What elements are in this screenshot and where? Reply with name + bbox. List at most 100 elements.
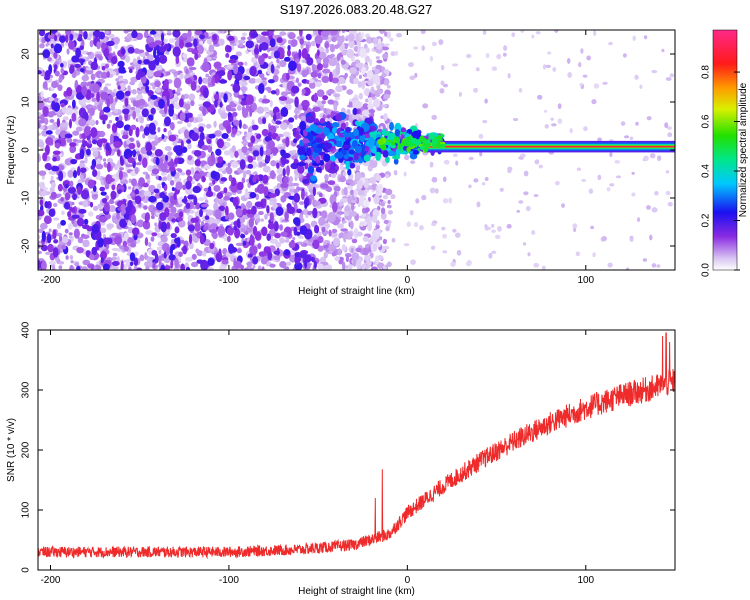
noise-speckle xyxy=(38,250,42,255)
noise-speckle xyxy=(157,241,164,247)
noise-speckle xyxy=(261,77,267,81)
noise-speckle xyxy=(52,217,60,221)
noise-blob xyxy=(116,149,121,157)
noise-blob xyxy=(332,237,341,247)
noise-blob xyxy=(323,244,329,249)
noise-speckle xyxy=(496,53,502,60)
noise-speckle xyxy=(126,33,133,41)
noise-speckle xyxy=(217,199,226,203)
noise-blob xyxy=(148,122,156,134)
noise-blob xyxy=(213,93,220,100)
noise-blob xyxy=(159,192,166,199)
noise-speckle xyxy=(235,242,244,247)
noise-speckle xyxy=(198,197,205,202)
noise-blob xyxy=(323,107,328,114)
noise-speckle xyxy=(275,88,280,96)
noise-blob xyxy=(48,208,56,218)
noise-speckle xyxy=(90,147,98,152)
noise-speckle xyxy=(442,250,448,254)
snr-y-tick-label: 300 xyxy=(21,381,32,398)
noise-blob xyxy=(353,188,358,198)
noise-blob xyxy=(199,235,205,245)
signal-blob xyxy=(386,141,392,146)
noise-blob xyxy=(312,186,316,197)
noise-speckle xyxy=(280,91,289,97)
noise-speckle xyxy=(381,46,390,51)
noise-speckle xyxy=(159,109,166,115)
noise-speckle xyxy=(337,248,342,256)
noise-speckle xyxy=(665,77,672,81)
noise-blob xyxy=(255,231,261,241)
noise-speckle xyxy=(317,231,322,238)
noise-speckle xyxy=(300,115,307,121)
noise-speckle xyxy=(415,198,420,204)
noise-speckle xyxy=(81,266,88,270)
signal-band xyxy=(425,145,675,148)
noise-blob xyxy=(317,72,322,79)
noise-speckle xyxy=(408,62,414,68)
noise-speckle xyxy=(106,157,113,163)
noise-speckle xyxy=(554,180,560,186)
noise-speckle xyxy=(324,173,329,181)
noise-speckle xyxy=(72,130,80,136)
noise-speckle xyxy=(499,187,504,192)
noise-blob xyxy=(181,32,189,38)
noise-speckle xyxy=(213,185,221,192)
noise-blob xyxy=(167,161,176,167)
noise-speckle xyxy=(523,170,529,177)
noise-speckle xyxy=(148,33,152,37)
noise-blob xyxy=(225,53,230,58)
noise-speckle xyxy=(373,43,378,48)
noise-blob xyxy=(312,106,321,112)
noise-blob xyxy=(269,170,276,180)
noise-blob xyxy=(263,186,269,197)
noise-speckle xyxy=(606,187,611,192)
noise-speckle xyxy=(366,89,370,97)
noise-speckle xyxy=(56,222,62,229)
signal-blob xyxy=(310,175,317,181)
noise-speckle xyxy=(231,161,239,168)
noise-blob xyxy=(328,71,333,83)
noise-speckle xyxy=(534,159,540,165)
noise-speckle xyxy=(224,142,231,148)
noise-speckle xyxy=(156,232,162,238)
noise-speckle xyxy=(475,67,480,72)
noise-speckle xyxy=(131,89,137,95)
noise-blob xyxy=(236,181,244,191)
noise-speckle xyxy=(127,85,131,92)
noise-speckle xyxy=(502,52,507,57)
noise-speckle xyxy=(255,193,260,201)
noise-blob xyxy=(247,155,254,163)
noise-speckle xyxy=(242,123,247,130)
noise-blob xyxy=(288,117,295,123)
noise-blob xyxy=(217,156,224,164)
noise-blob xyxy=(89,107,95,116)
noise-speckle xyxy=(44,117,49,125)
noise-blob xyxy=(351,252,360,261)
noise-speckle xyxy=(383,69,390,74)
noise-blob xyxy=(178,251,184,257)
noise-blob xyxy=(314,35,323,45)
noise-speckle xyxy=(454,232,461,238)
noise-speckle xyxy=(119,167,124,171)
noise-blob xyxy=(76,265,81,270)
noise-speckle xyxy=(364,55,370,63)
noise-blob xyxy=(345,178,354,184)
noise-speckle xyxy=(452,153,458,157)
noise-speckle xyxy=(667,132,673,138)
snr-y-tick-label: 200 xyxy=(21,441,32,458)
noise-blob xyxy=(261,31,270,36)
noise-speckle xyxy=(376,262,385,269)
noise-speckle xyxy=(491,223,495,228)
snr-panel: -200 -100 0 100 0 100 200 300 400 Height of str… xyxy=(6,321,676,597)
noise-speckle xyxy=(376,59,383,64)
noise-blob xyxy=(50,191,57,199)
noise-speckle xyxy=(390,194,396,200)
noise-blob xyxy=(72,170,78,179)
noise-speckle xyxy=(308,81,316,89)
noise-speckle xyxy=(465,261,472,267)
noise-speckle xyxy=(205,123,212,129)
noise-blob xyxy=(152,261,156,269)
noise-speckle xyxy=(537,94,543,100)
noise-speckle xyxy=(368,58,373,67)
